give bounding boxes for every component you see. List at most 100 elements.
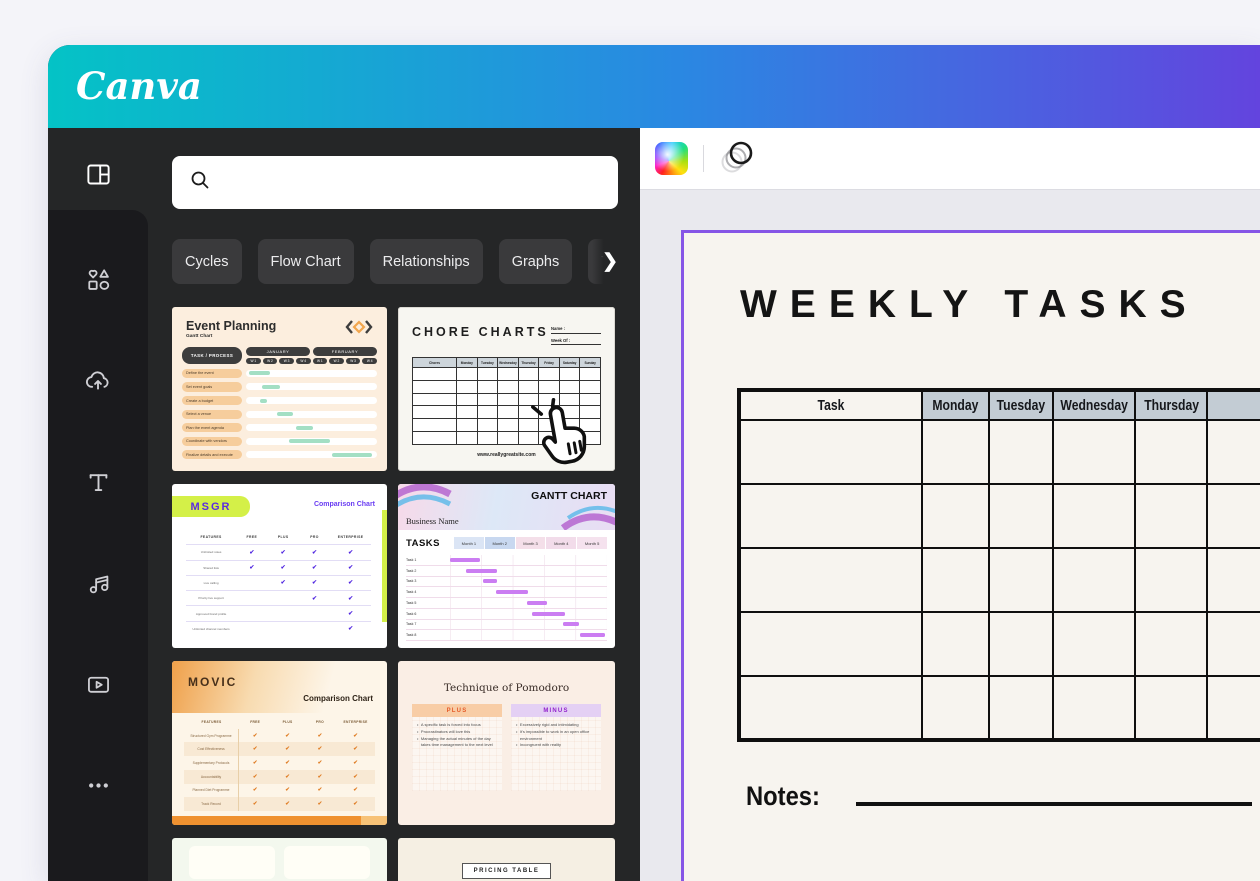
weekly-cell[interactable] [1134,483,1209,549]
ep-row-label: Coordinate with vendors [182,436,242,446]
weekly-cell[interactable] [988,483,1054,549]
weekly-header-cell[interactable]: Task [738,389,923,421]
gantt-task-row: Task 3 [406,576,607,588]
weekly-cell[interactable] [738,419,923,485]
page-title[interactable]: WEEKLY TASKS [740,283,1199,326]
ep-week-label: W 3 [345,358,361,365]
canva-window: Canva [48,45,1260,881]
weekly-cell[interactable] [1051,483,1137,549]
template-movic-comparison[interactable]: MOVIC Comparison Chart FEATURES FREE PLUS P… [172,661,387,825]
sidebar-item-templates[interactable] [48,128,148,210]
weekly-cell[interactable] [921,483,990,549]
diamond-logo-icon [344,319,374,340]
chore-table-row [413,393,600,407]
design-page[interactable]: WEEKLY TASKS Task Monday Tuesday Wednesday T… [681,230,1260,881]
filter-chip[interactable]: Relationships [369,239,483,284]
template-event-planning-gantt[interactable]: Event Planning Gantt Chart [172,307,387,471]
movic-check: ✔ [317,773,323,780]
weekly-header-cell[interactable]: Thursday [1134,389,1209,421]
weekly-cell[interactable] [921,611,990,677]
movic-check: ✔ [285,746,290,753]
weekly-cell[interactable] [1051,419,1137,485]
template-pricing-table[interactable]: PRICING TABLE [398,838,615,881]
msgr-col-header: ENTERPRISE [337,535,364,540]
weekly-cell[interactable] [738,547,923,613]
gantt-task-row: Task 7 [406,619,607,631]
sidebar-item-audio[interactable] [85,570,112,597]
weekly-header-cell[interactable]: Wednesday [1051,389,1137,421]
weekly-cell[interactable] [1134,675,1209,741]
weekly-cell[interactable] [1051,547,1137,613]
ep-row-label: Set event goals [182,382,242,392]
text-icon [85,469,112,496]
weekly-cell[interactable] [1051,675,1137,741]
chevron-right-icon: ❯ [602,251,618,272]
weekly-cell[interactable] [988,419,1054,485]
notes-label[interactable]: Notes: [746,781,820,811]
weekly-cell[interactable] [988,675,1054,741]
bullet-icon: • [417,728,419,734]
gantt-bar [465,568,498,573]
sidebar-item-elements[interactable] [85,266,112,293]
weekly-cell[interactable] [988,611,1054,677]
chore-col-header: Saturday [560,358,581,367]
weekly-header-cell[interactable]: Monday [921,389,990,421]
weekly-header-cell[interactable]: Tuesday [988,389,1054,421]
weekly-cell[interactable] [988,547,1054,613]
filter-chip[interactable]: Flow Chart [257,239,354,284]
weekly-cell[interactable] [1134,419,1209,485]
weekly-tasks-table[interactable]: Task Monday Tuesday Wednesday Thursday [737,388,1260,742]
movic-check: ✔ [252,801,258,808]
gantt-bar [526,600,548,605]
notes-underline[interactable] [856,802,1253,806]
weekly-cell[interactable] [1206,675,1260,741]
animate-icon[interactable] [719,138,757,179]
gantt-month-label: Month 1 [454,537,484,549]
weekly-cell[interactable] [921,675,990,741]
chore-name-label: Name : [551,326,601,334]
search-box[interactable] [172,156,618,209]
ep-row: Plan the event agenda [182,423,377,433]
ep-gantt-bar [295,425,313,430]
weekly-body-row [738,483,1260,549]
msgr-check: ✔ [280,549,286,556]
filter-chip[interactable]: Graphs [498,239,573,284]
weekly-cell[interactable] [1206,483,1260,549]
search-input[interactable] [222,156,618,209]
weekly-cell[interactable] [1206,547,1260,613]
weekly-cell[interactable] [1134,547,1209,613]
sidebar-item-more[interactable] [85,772,112,799]
sidebar-rail [48,128,148,881]
template-chore-chart[interactable]: CHORE CHARTS Name : Week Of : Chores Mond… [398,307,615,471]
sidebar-item-uploads[interactable] [84,367,112,395]
chips-scroll-right[interactable]: ❯ [592,239,618,284]
ep-week-label: W 1 [312,358,328,365]
filter-chip[interactable]: Cycles [172,239,242,284]
template-partial-cards[interactable] [172,838,387,881]
ep-gantt-bar [261,384,281,389]
weekly-cell[interactable] [738,675,923,741]
background-color-icon[interactable] [655,142,688,175]
weekly-header-cell[interactable] [1206,389,1260,421]
pomodoro-bullet-text: Procrastinators will love this [420,728,471,734]
template-pomodoro[interactable]: Technique of Pomodoro PLUS • A specific t… [398,661,615,825]
template-msgr-comparison[interactable]: MSGR Comparison Chart FEATURES FREE PLUS PR… [172,484,387,648]
sidebar-item-text[interactable] [85,469,112,496]
pomodoro-minus-header: MINUS [511,704,601,717]
ep-task-header: TASK / PROCESS [182,347,242,365]
weekly-cell[interactable] [738,611,923,677]
movic-check: ✔ [353,773,358,780]
weekly-cell[interactable] [1206,611,1260,677]
chore-cell [478,432,499,444]
sidebar-item-videos[interactable] [85,671,112,698]
chore-col-header: Monday [457,358,478,367]
weekly-cell[interactable] [738,483,923,549]
weekly-cell[interactable] [1051,611,1137,677]
weekly-cell[interactable] [1206,419,1260,485]
weekly-cell[interactable] [1134,611,1209,677]
weekly-cell[interactable] [921,547,990,613]
gantt-task-label: Task 3 [406,579,417,584]
weekly-cell[interactable] [921,419,990,485]
